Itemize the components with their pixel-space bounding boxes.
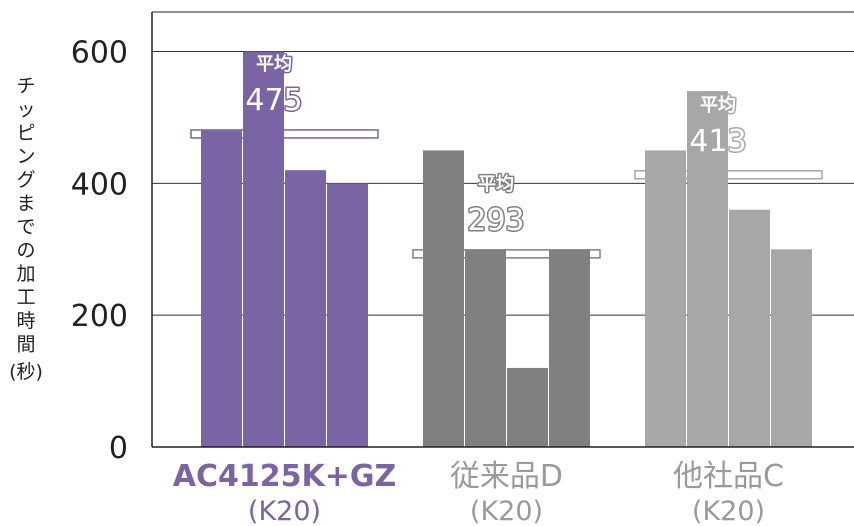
y-axis-unit: (秒) <box>9 361 43 383</box>
bar <box>549 249 590 447</box>
bar <box>465 249 506 447</box>
category-sublabel: (K20) <box>248 496 321 526</box>
category-sublabel: (K20) <box>470 496 543 526</box>
average-value: 293 <box>467 203 524 238</box>
bar <box>645 150 686 447</box>
bar <box>285 170 326 447</box>
category-label: 他社品C <box>673 459 784 494</box>
average-markers <box>190 129 823 259</box>
average-value: 475 <box>245 83 302 118</box>
average-marker <box>412 249 601 259</box>
y-tick-label: 200 <box>71 299 128 334</box>
category-label: AC4125K+GZ <box>173 459 397 494</box>
axes <box>151 11 854 448</box>
bar <box>201 130 242 448</box>
bar <box>507 367 548 447</box>
bar <box>327 183 368 447</box>
bar <box>729 209 770 447</box>
y-axis-label: チッピングまでの加工時間 <box>16 75 35 356</box>
average-value: 413 <box>689 124 746 159</box>
labels: 0 200 400 600 チッピングまでの加工時間 (秒) 平均 475 AC4125K+GZ… <box>9 36 784 526</box>
average-label: 平均 <box>700 94 736 116</box>
y-tick-label: 400 <box>71 167 128 202</box>
y-tick-label: 0 <box>109 431 128 466</box>
category-sublabel: (K20) <box>692 496 765 526</box>
bar <box>423 150 464 447</box>
bar <box>687 91 728 447</box>
category-label: 従来品D <box>450 459 563 494</box>
average-label: 平均 <box>256 53 292 75</box>
bar <box>771 249 812 447</box>
y-tick-label: 600 <box>71 36 128 71</box>
average-marker <box>634 170 823 180</box>
average-marker <box>190 129 379 139</box>
average-label: 平均 <box>478 173 514 195</box>
bar <box>243 51 284 447</box>
bars <box>201 51 812 448</box>
